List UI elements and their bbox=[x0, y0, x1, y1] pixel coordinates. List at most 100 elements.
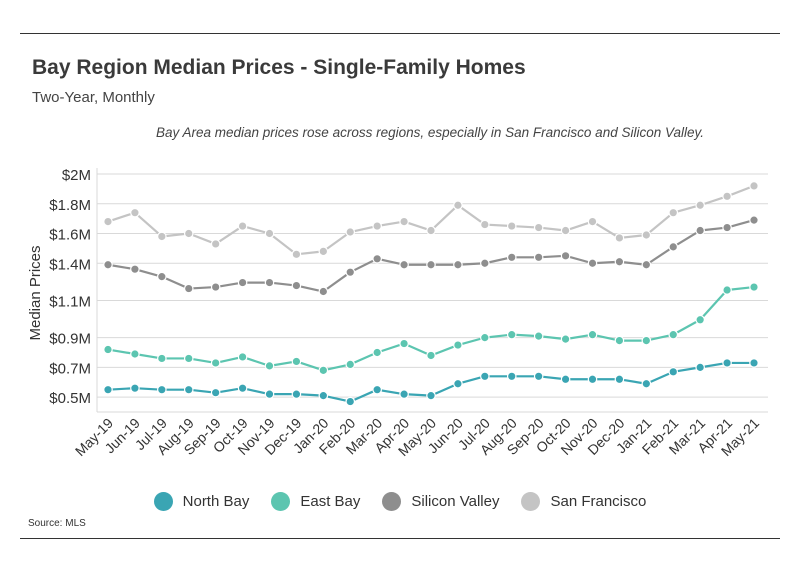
data-point-east-bay bbox=[749, 282, 759, 292]
data-point-east-bay bbox=[183, 353, 194, 364]
data-point-san-francisco bbox=[426, 225, 436, 236]
data-point-silicon-valley bbox=[291, 280, 302, 291]
data-point-silicon-valley bbox=[560, 251, 571, 261]
data-point-silicon-valley bbox=[614, 256, 625, 267]
data-point-north-bay bbox=[210, 387, 221, 398]
data-point-east-bay bbox=[641, 335, 652, 346]
data-point-north-bay bbox=[399, 389, 409, 399]
data-point-silicon-valley bbox=[533, 252, 544, 263]
y-axis-label: Median Prices bbox=[27, 245, 44, 340]
data-point-north-bay bbox=[426, 390, 436, 401]
data-point-north-bay bbox=[695, 362, 705, 373]
source-note: Source: MLS bbox=[28, 518, 86, 529]
data-point-san-francisco bbox=[453, 200, 463, 211]
data-point-east-bay bbox=[695, 314, 705, 325]
data-point-san-francisco bbox=[157, 231, 167, 242]
data-point-san-francisco bbox=[749, 181, 759, 191]
y-tick-label: $2M bbox=[62, 167, 91, 184]
data-point-north-bay bbox=[668, 367, 679, 377]
y-tick-label: $0.5M bbox=[49, 390, 91, 407]
data-point-east-bay bbox=[264, 361, 275, 371]
data-point-east-bay bbox=[533, 331, 544, 341]
legend-label: Silicon Valley bbox=[411, 493, 500, 510]
data-point-silicon-valley bbox=[399, 259, 409, 270]
chart-legend: North Bay East Bay Silicon Valley San Franc… bbox=[0, 492, 800, 511]
data-point-north-bay bbox=[749, 358, 759, 368]
data-point-san-francisco bbox=[587, 216, 598, 227]
data-point-east-bay bbox=[560, 334, 571, 344]
data-point-north-bay bbox=[345, 396, 356, 407]
data-point-san-francisco bbox=[695, 200, 705, 211]
data-point-north-bay bbox=[183, 384, 194, 395]
data-point-silicon-valley bbox=[237, 277, 248, 288]
data-point-north-bay bbox=[264, 389, 275, 399]
data-point-silicon-valley bbox=[130, 264, 140, 274]
data-point-san-francisco bbox=[641, 230, 652, 240]
data-point-silicon-valley bbox=[264, 277, 275, 288]
legend-item-north-bay: North Bay bbox=[153, 492, 250, 511]
data-point-east-bay bbox=[103, 344, 113, 355]
line-chart: $2M $1.8M $1.6M $1.4M $1.1M $0.9M $0.7M $0.5M Me… bbox=[27, 167, 768, 459]
chart-annotation: Bay Area median prices rose across regio… bbox=[155, 125, 704, 140]
data-point-silicon-valley bbox=[506, 252, 517, 263]
data-point-north-bay bbox=[560, 374, 571, 385]
y-tick-label: $1.1M bbox=[49, 293, 91, 310]
data-point-north-bay bbox=[480, 371, 490, 382]
data-point-north-bay bbox=[291, 389, 302, 399]
data-point-east-bay bbox=[345, 359, 356, 370]
legend-swatch bbox=[382, 492, 402, 511]
data-point-silicon-valley bbox=[372, 253, 382, 264]
data-point-san-francisco bbox=[533, 222, 544, 233]
data-point-silicon-valley bbox=[183, 283, 194, 294]
data-point-silicon-valley bbox=[480, 258, 490, 269]
data-point-san-francisco bbox=[130, 207, 140, 218]
data-point-san-francisco bbox=[480, 219, 490, 230]
legend-swatch bbox=[271, 492, 291, 511]
y-tick-label: $1.4M bbox=[49, 256, 91, 273]
data-point-north-bay bbox=[506, 371, 517, 382]
data-point-san-francisco bbox=[506, 221, 517, 231]
data-point-north-bay bbox=[614, 374, 625, 385]
data-point-north-bay bbox=[237, 383, 248, 393]
data-point-silicon-valley bbox=[426, 259, 436, 270]
legend-label: North Bay bbox=[182, 493, 250, 510]
data-point-north-bay bbox=[453, 378, 463, 389]
data-point-east-bay bbox=[587, 329, 598, 340]
data-point-north-bay bbox=[103, 384, 113, 395]
y-tick-label: $0.9M bbox=[49, 331, 91, 348]
data-point-san-francisco bbox=[291, 249, 302, 260]
data-point-north-bay bbox=[587, 374, 598, 385]
legend-item-east-bay: East Bay bbox=[271, 492, 360, 511]
data-point-silicon-valley bbox=[668, 242, 679, 252]
data-point-north-bay bbox=[318, 390, 329, 401]
y-tick-label: $1.8M bbox=[49, 197, 91, 214]
data-point-silicon-valley bbox=[103, 259, 113, 270]
data-point-san-francisco bbox=[722, 191, 732, 202]
legend-swatch bbox=[521, 492, 541, 511]
data-point-north-bay bbox=[722, 358, 732, 368]
data-point-east-bay bbox=[237, 352, 248, 362]
data-point-east-bay bbox=[291, 356, 302, 367]
data-point-silicon-valley bbox=[318, 286, 329, 297]
legend-label: San Francisco bbox=[550, 493, 647, 510]
bottom-rule bbox=[20, 538, 780, 539]
data-point-san-francisco bbox=[614, 233, 625, 243]
data-point-north-bay bbox=[641, 378, 652, 389]
data-point-east-bay bbox=[210, 358, 221, 368]
data-point-san-francisco bbox=[560, 225, 571, 236]
data-point-east-bay bbox=[614, 335, 625, 346]
data-point-east-bay bbox=[130, 349, 140, 359]
data-point-silicon-valley bbox=[641, 259, 652, 270]
chart-title: Bay Region Median Prices - Single-Family… bbox=[32, 56, 526, 79]
data-point-silicon-valley bbox=[587, 258, 598, 269]
legend-item-silicon-valley: Silicon Valley bbox=[382, 492, 499, 511]
data-point-north-bay bbox=[372, 384, 382, 395]
legend-swatch bbox=[153, 492, 173, 511]
data-point-silicon-valley bbox=[722, 222, 732, 233]
data-point-silicon-valley bbox=[157, 271, 167, 282]
data-point-north-bay bbox=[533, 371, 544, 382]
data-point-east-bay bbox=[722, 285, 732, 295]
data-point-east-bay bbox=[372, 347, 382, 358]
data-point-san-francisco bbox=[237, 221, 248, 231]
data-point-silicon-valley bbox=[345, 267, 356, 277]
